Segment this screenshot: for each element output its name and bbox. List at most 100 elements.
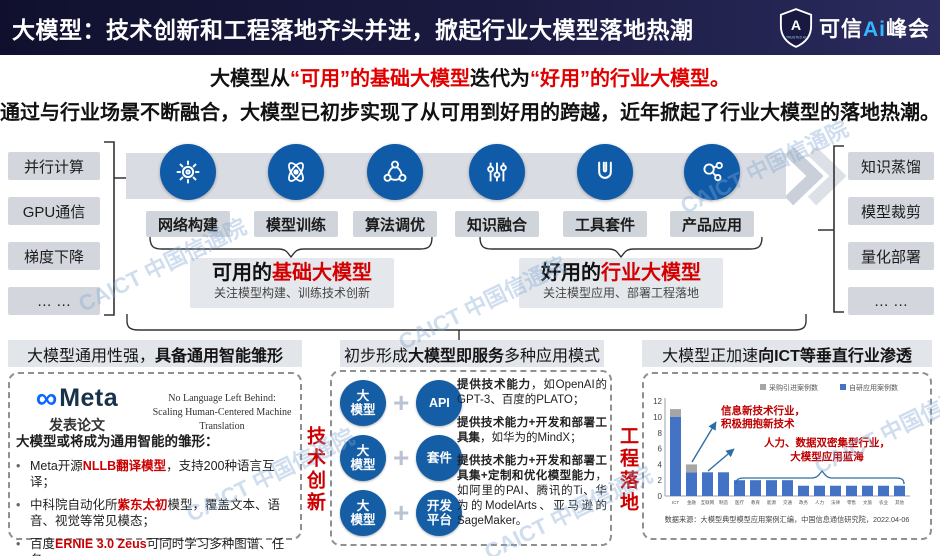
page-title: 大模型：技术创新和工程落地齐头并进，掀起行业大模型落地热潮 [12,16,694,43]
big-model-circle: 大模型 [340,490,386,536]
left-item-gpu: GPU通信 [8,197,100,225]
useful-industry-model-box: 好用的行业大模型 关注模型应用、部署工程落地 [519,258,723,308]
suite-circle: 套件 [416,435,463,481]
step-label-product: 产品应用 [670,211,754,237]
panel1-list-header: 大模型或将成为通用智能的雏形： [16,434,219,449]
tech-innovation-label: 技术创新 [304,426,325,514]
step-circle-toolkit [577,144,633,200]
step-circle-training [268,144,324,200]
step-label-toolkit: 工具套件 [563,211,647,237]
plus-sign: + [393,387,410,418]
usable-base-model-box: 可用的基础大模型 关注模型构建、训练技术创新 [190,258,394,308]
model-plus-platform-row: 大模型 + 开发 平台 [340,490,463,536]
step-label-tuning: 算法调优 [353,211,437,237]
wrench-icon [598,161,612,179]
list-item: · 提供技术能力，如OpenAI的GPT-3、百度的PLATO； [447,379,607,406]
svg-text:12: 12 [653,397,662,406]
sliders-icon [487,162,507,182]
step-circle-tuning [367,144,423,200]
paper-title: No Language Left Behind: Scaling Human-C… [152,393,292,432]
step-circle-product [684,144,740,200]
engineering-landing-label: 工程落地 [617,426,638,514]
gear-icon [176,160,200,184]
svg-text:教育: 教育 [751,499,760,506]
right-item-quant: 量化部署 [848,242,934,270]
svg-text:TRUSTED AI: TRUSTED AI [786,35,806,39]
meta-logo: ∞ Meta 发表论文 [18,381,136,435]
svg-text:零售: 零售 [847,499,856,506]
big-model-circle: 大模型 [340,380,386,426]
meta-infinity-icon: ∞ [35,381,58,415]
svg-text:4: 4 [658,460,663,469]
list-item: • Meta开源NLLB翻译模型，支持200种语言互译； [16,459,275,489]
plus-sign: + [393,442,410,473]
list-item: • 百度ERNIE 3.0 Zeus可同时学习多种图谱、任务。 [16,537,285,556]
svg-text:6: 6 [658,445,663,454]
svg-text:信息新技术行业，: 信息新技术行业， [721,404,805,417]
svg-text:2: 2 [658,476,663,485]
api-circle: API [416,380,463,426]
svg-text:法律: 法律 [831,499,840,506]
shield-icon: A TRUSTED AI [779,7,813,48]
svg-text:0: 0 [658,492,663,501]
process-band [126,153,786,199]
panel3-title: 大模型正加速 向ICT等垂直行业渗透 [642,340,932,367]
model-plus-suite-row: 大模型 + 套件 [340,435,463,481]
list-item: · 提供技术能力+开发和部署工具集+定制和优化模型能力，如阿里的PAI、腾讯的T… [447,455,607,527]
svg-text:人力、数据双密集型行业，: 人力、数据双密集型行业， [764,436,890,449]
svg-text:8: 8 [658,429,663,438]
right-item-distill: 知识蒸馏 [848,152,934,180]
left-item-more: … … [8,287,100,315]
panel2-box [330,370,612,546]
svg-text:A: A [791,17,801,33]
panel3-box [642,372,932,540]
svg-text:农业: 农业 [879,499,888,506]
svg-text:医疗: 医疗 [735,499,744,506]
model-plus-api-row: 大模型 + API [340,380,463,426]
molecule-icon [703,161,723,182]
svg-text:交通: 交通 [783,499,792,506]
svg-text:10: 10 [653,413,662,422]
list-item: • 中科院自动化所紫东太初模型，覆盖文本、语音、视觉等常见模态； [16,498,281,528]
svg-text:互联网: 互联网 [701,499,715,506]
step-circle-network [160,144,216,200]
left-item-gradient: 梯度下降 [8,242,100,270]
panel1-list: 大模型或将成为通用智能的雏形： • Meta开源NLLB翻译模型，支持200种语… [16,430,298,556]
big-model-circle: 大模型 [340,435,386,481]
svg-text:人力: 人力 [815,499,824,506]
right-item-more: … … [848,287,934,315]
svg-text:制造: 制造 [719,499,728,506]
svg-text:文旅: 文旅 [863,499,872,506]
dev-platform-circle: 开发 平台 [416,490,463,536]
svg-text:能源: 能源 [767,499,776,506]
step-label-training: 模型训练 [254,211,338,237]
svg-text:数据来源：大模型典型模型应用案例汇编，中国信息通信研究院，2: 数据来源：大模型典型模型应用案例汇编，中国信息通信研究院，2022.04-06 [665,515,910,524]
panel2-list: · 提供技术能力，如OpenAI的GPT-3、百度的PLATO； · 提供技术能… [447,378,607,537]
svg-text:自研应用案例数: 自研应用案例数 [849,383,898,392]
svg-text:政务: 政务 [799,499,808,506]
headline-line2: 通过与行业场景不断融合，大模型已初步实现了从可用到好用的跨越，近年掀起了行业大模… [0,102,940,124]
step-label-network: 网络构建 [146,211,230,237]
list-item: · 提供技术能力+开发和部署工具集，如华为的MindX； [447,417,607,444]
title-bar: 大模型：技术创新和工程落地齐头并进，掀起行业大模型落地热潮 A TRUSTED … [0,0,940,55]
left-item-parallel: 并行计算 [8,152,100,180]
cycle-nodes-icon [383,160,407,182]
svg-text:ICT: ICT [672,500,680,505]
panel2-title: 初步形成 大模型即服务 多种应用模式 [340,340,604,367]
summit-logo: A TRUSTED AI 可信Ai峰会 [779,7,930,48]
svg-text:金融: 金融 [687,499,696,506]
industry-chart: 0 2 4 6 8 10 12 ICT 金融 互联网 制造 医疗 教育 能源 交通 政务 人力 法律 零售 文旅 农业其… [653,383,910,524]
step-label-knowledge: 知识融合 [455,211,539,237]
svg-text:其他: 其他 [895,499,904,506]
right-item-prune: 模型裁剪 [848,197,934,225]
panel1-title: 大模型通用性强， 具备通用智能雏形 [8,340,302,367]
panel1-box [8,372,302,540]
svg-text:积极拥抱新技术: 积极拥抱新技术 [721,417,795,430]
plus-sign: + [393,497,410,528]
svg-text:大模型应用蓝海: 大模型应用蓝海 [790,450,864,463]
logo-text: 可信Ai峰会 [819,17,930,41]
svg-text:采购引进案例数: 采购引进案例数 [769,383,818,392]
step-circle-knowledge [469,144,525,200]
atom-icon [288,162,304,182]
